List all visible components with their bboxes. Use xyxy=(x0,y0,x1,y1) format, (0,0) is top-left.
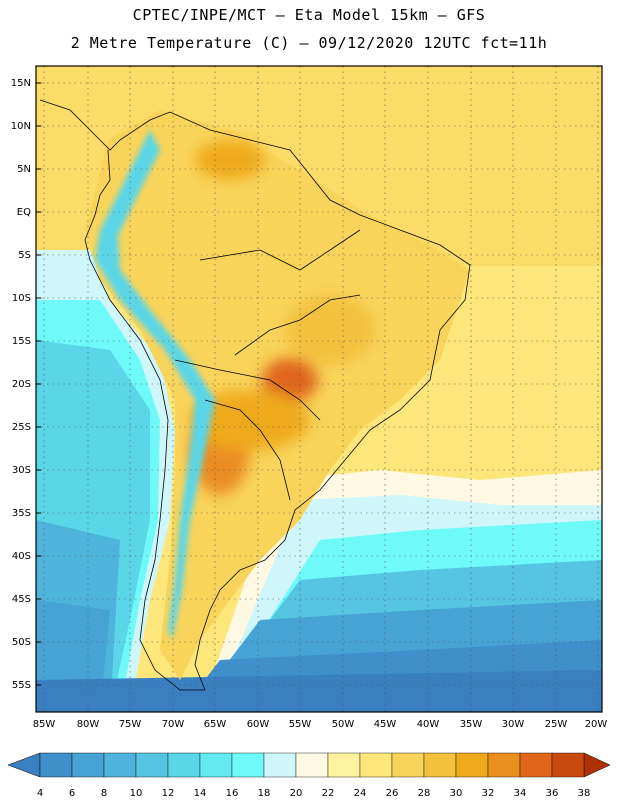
colorbar-swatch xyxy=(167,752,201,778)
cb-label-24: 24 xyxy=(354,788,367,799)
cb-label-32: 32 xyxy=(482,788,495,799)
lon-label-50w: 50W xyxy=(332,719,355,730)
cb-label-8: 8 xyxy=(101,788,107,799)
cb-label-30: 30 xyxy=(450,788,463,799)
colorbar-swatch xyxy=(39,752,73,778)
lon-label-45w: 45W xyxy=(374,719,397,730)
lat-ticks xyxy=(36,82,41,686)
temperature-field xyxy=(36,66,602,712)
colorbar-swatch xyxy=(327,752,361,778)
lon-label-20w: 20W xyxy=(585,719,608,730)
lat-label-10n: 10N xyxy=(11,121,31,132)
lon-label-65w: 65W xyxy=(204,719,227,730)
colorbar-swatch xyxy=(519,752,553,778)
colorbar-swatch xyxy=(487,752,521,778)
lat-label-5s: 5S xyxy=(18,250,31,261)
colorbar-labels: 4 6 8 10 12 14 16 18 20 22 24 26 28 30 3… xyxy=(37,788,591,799)
map-frame xyxy=(35,65,603,713)
colorbar-swatch xyxy=(455,752,489,778)
colorbar-swatch xyxy=(295,752,329,778)
lon-label-25w: 25W xyxy=(545,719,568,730)
colorbar-swatch xyxy=(231,752,265,778)
lat-label-10s: 10S xyxy=(12,293,31,304)
title-line-2: 2 Metre Temperature (C) – 09/12/2020 12U… xyxy=(70,34,548,52)
cb-label-34: 34 xyxy=(514,788,527,799)
lon-label-80w: 80W xyxy=(77,719,100,730)
cb-label-4: 4 xyxy=(37,788,43,799)
lon-label-60w: 60W xyxy=(247,719,270,730)
lat-label-5n: 5N xyxy=(17,164,31,175)
lon-label-75w: 75W xyxy=(119,719,142,730)
cb-label-36: 36 xyxy=(546,788,559,799)
lon-label-85w: 85W xyxy=(33,719,56,730)
colorbar-left-arrow xyxy=(7,752,41,778)
colorbar-swatch xyxy=(359,752,393,778)
cb-label-10: 10 xyxy=(130,788,143,799)
colorbar-swatch xyxy=(71,752,105,778)
lat-label-eq: EQ xyxy=(17,207,31,218)
cb-label-38: 38 xyxy=(578,788,591,799)
lat-label-15s: 15S xyxy=(12,336,31,347)
title-line-1: CPTEC/INPE/MCT – Eta Model 15km – GFS xyxy=(132,6,486,24)
lat-label-50s: 50S xyxy=(12,637,31,648)
cb-label-20: 20 xyxy=(290,788,303,799)
coastlines xyxy=(39,99,471,691)
lat-label-55s: 55S xyxy=(12,680,31,691)
colorbar-swatch xyxy=(423,752,457,778)
cb-label-14: 14 xyxy=(194,788,207,799)
cb-label-22: 22 xyxy=(322,788,335,799)
colorbar-swatch xyxy=(135,752,169,778)
lat-labels: 15N 10N 5N EQ 5S 10S 15S 20S 25S 30S 35S… xyxy=(11,78,31,691)
colorbar-swatch xyxy=(263,752,297,778)
lon-label-55w: 55W xyxy=(289,719,312,730)
lon-labels: 85W 80W 75W 70W 65W 60W 55W 50W 45W 40W … xyxy=(33,719,608,730)
lat-label-45s: 45S xyxy=(12,594,31,605)
graticule xyxy=(36,66,602,712)
lat-label-15n: 15N xyxy=(11,78,31,89)
cb-label-12: 12 xyxy=(162,788,175,799)
lat-label-20s: 20S xyxy=(12,379,31,390)
lat-label-25s: 25S xyxy=(12,422,31,433)
cb-label-18: 18 xyxy=(258,788,271,799)
colorbar-swatch xyxy=(391,752,425,778)
lon-label-30w: 30W xyxy=(502,719,525,730)
colorbar: 4 6 8 10 12 14 16 18 20 22 24 26 28 30 3… xyxy=(7,752,611,799)
cb-label-26: 26 xyxy=(386,788,399,799)
lat-label-30s: 30S xyxy=(12,465,31,476)
lat-label-40s: 40S xyxy=(12,551,31,562)
cb-label-6: 6 xyxy=(69,788,75,799)
lon-label-70w: 70W xyxy=(162,719,185,730)
colorbar-swatch xyxy=(199,752,233,778)
cb-label-16: 16 xyxy=(226,788,239,799)
lat-label-35s: 35S xyxy=(12,508,31,519)
colorbar-swatch xyxy=(103,752,137,778)
colorbar-swatch xyxy=(551,752,585,778)
lon-label-40w: 40W xyxy=(417,719,440,730)
lon-label-35w: 35W xyxy=(460,719,483,730)
colorbar-right-arrow xyxy=(583,752,611,778)
cb-label-28: 28 xyxy=(418,788,431,799)
